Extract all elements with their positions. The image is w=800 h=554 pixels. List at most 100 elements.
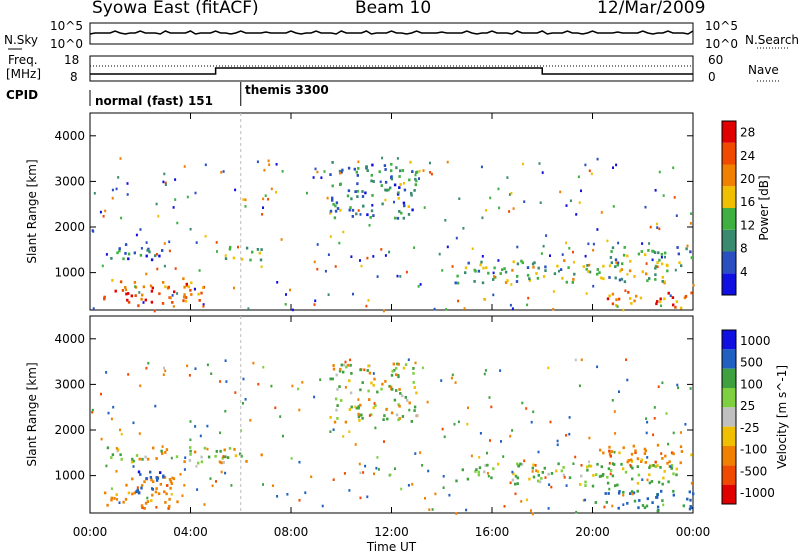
cpid-second-label: themis 3300	[245, 83, 329, 97]
power-cell	[93, 192, 96, 195]
power-cell	[651, 258, 654, 262]
velocity-cell	[350, 372, 353, 375]
velocity-cell	[168, 504, 171, 508]
velocity-cell	[157, 492, 161, 496]
power-cell	[522, 162, 524, 166]
velocity-cell	[164, 501, 167, 504]
velocity-cell	[329, 416, 332, 419]
power-cell	[370, 179, 373, 183]
velocity-cell	[415, 391, 418, 395]
power-cell	[229, 245, 232, 249]
power-cell	[352, 292, 354, 296]
velocity-colorbar-tick: 100	[740, 377, 763, 391]
power-cell	[497, 187, 500, 191]
power-cell	[338, 241, 341, 245]
velocity-cell	[632, 444, 635, 448]
velocity-cell	[145, 366, 148, 370]
power-cell	[622, 253, 626, 257]
velocity-cell	[149, 470, 152, 474]
power-cell	[185, 282, 188, 286]
velocity-cell	[200, 455, 203, 459]
velocity-cell	[416, 414, 419, 417]
velocity-cell	[340, 363, 343, 367]
velocity-cell	[679, 445, 683, 449]
velocity-cell	[395, 373, 398, 377]
power-cell	[183, 165, 186, 168]
power-cell	[660, 252, 664, 256]
velocity-cell	[220, 461, 223, 465]
nsearch-tick-low: 10^0	[705, 37, 738, 51]
xtick-label: 20:00	[575, 525, 610, 539]
power-cell	[559, 190, 562, 194]
power-cell	[383, 164, 387, 167]
velocity-cell	[197, 461, 200, 465]
power-ytick-label: 1000	[54, 266, 85, 280]
velocity-cell	[516, 482, 519, 485]
velocity-cell	[276, 495, 279, 498]
velocity-cell	[342, 370, 345, 374]
xtick-label: 08:00	[274, 525, 309, 539]
power-cell	[349, 206, 352, 209]
power-cell	[158, 292, 161, 296]
power-cell	[158, 254, 161, 258]
velocity-cell	[644, 449, 647, 453]
velocity-cell	[643, 447, 647, 451]
velocity-cell	[122, 500, 125, 504]
velocity-cell	[301, 381, 304, 384]
velocity-cell	[156, 477, 159, 480]
power-cell	[275, 190, 277, 194]
velocity-cell	[532, 463, 535, 467]
velocity-cell	[321, 504, 324, 508]
velocity-cell	[349, 363, 352, 367]
velocity-cell	[689, 498, 692, 502]
power-cell	[382, 309, 385, 313]
power-cell	[671, 296, 675, 299]
velocity-cell	[466, 477, 470, 481]
velocity-cell	[575, 510, 578, 514]
velocity-cell	[366, 495, 369, 499]
power-cell	[627, 290, 630, 294]
velocity-cell	[381, 382, 384, 386]
velocity-cell	[335, 408, 338, 412]
velocity-cell	[606, 481, 610, 485]
power-cell	[467, 261, 470, 265]
velocity-cell	[105, 371, 108, 374]
velocity-cell	[643, 452, 647, 455]
power-cell	[396, 192, 400, 196]
power-cell	[446, 160, 449, 164]
velocity-colorbar-tick: 1000	[740, 334, 771, 348]
power-cell	[592, 284, 595, 288]
velocity-cell	[380, 387, 383, 391]
power-cell	[685, 247, 688, 251]
power-cell	[544, 269, 547, 272]
velocity-cell	[530, 420, 533, 424]
velocity-cell	[145, 477, 148, 480]
velocity-cell	[354, 405, 357, 409]
power-cell	[479, 263, 482, 267]
velocity-cell	[344, 386, 347, 389]
power-cell	[259, 258, 263, 262]
power-cell	[342, 230, 345, 234]
velocity-cell	[632, 491, 636, 495]
power-data-layer	[91, 156, 695, 313]
velocity-cell	[548, 483, 551, 486]
velocity-cell	[657, 385, 660, 388]
power-cell	[493, 266, 496, 270]
power-cell	[592, 248, 595, 252]
velocity-cell	[131, 457, 134, 461]
power-cell	[141, 293, 144, 297]
xtick-label: 16:00	[475, 525, 510, 539]
power-cell	[641, 270, 644, 274]
power-cell	[157, 214, 160, 218]
power-cell	[183, 285, 186, 289]
velocity-cell	[404, 396, 407, 399]
velocity-cell	[442, 486, 445, 489]
power-cell	[608, 294, 611, 298]
power-cell	[592, 242, 595, 246]
velocity-cell	[656, 464, 659, 467]
velocity-cell	[404, 363, 408, 366]
power-cell	[339, 208, 342, 212]
velocity-cell	[608, 449, 611, 453]
velocity-cell	[634, 451, 637, 454]
power-cell	[654, 189, 657, 192]
